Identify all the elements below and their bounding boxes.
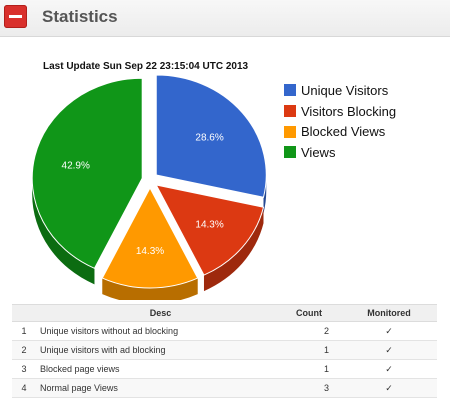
- row-index: 3: [12, 359, 36, 379]
- column-header-monitored: Monitored: [341, 304, 437, 322]
- checkmark-icon: ✓: [341, 340, 437, 360]
- column-header-count: Count: [285, 304, 341, 322]
- checkmark-icon: ✓: [341, 321, 437, 341]
- row-desc: Blocked page views: [36, 359, 285, 379]
- pie-slice-side: [32, 178, 95, 285]
- legend-swatch-unique-visitors: [284, 84, 296, 97]
- pie-slice-side: [203, 207, 264, 292]
- legend-item: Blocked Views: [284, 121, 396, 142]
- legend-item: Unique Visitors: [284, 80, 396, 101]
- checkmark-icon: ✓: [341, 359, 437, 379]
- pie-slice: [31, 77, 143, 269]
- table-row: 4 Normal page Views 3 ✓: [12, 378, 437, 398]
- legend-label: Unique Visitors: [301, 82, 389, 98]
- pie-slice-label: 14.3%: [195, 220, 223, 231]
- legend-item: Views: [284, 142, 396, 163]
- chart-legend: Unique Visitors Visitors Blocking Blocke…: [284, 80, 396, 163]
- table-row: 3 Blocked page views 1 ✓: [12, 359, 437, 379]
- legend-label: Views: [301, 144, 336, 160]
- pie-slice: [101, 186, 199, 289]
- minus-icon[interactable]: [4, 5, 27, 28]
- pie-chart: 28.6% 14.3% 14.3% 42.9%: [31, 74, 267, 300]
- legend-label: Visitors Blocking: [301, 103, 397, 119]
- row-count: 3: [285, 378, 341, 398]
- row-index: 1: [12, 321, 36, 341]
- table-row: 2 Unique visitors with ad blocking 1 ✓: [12, 340, 437, 360]
- pie-slice-label: 42.9%: [62, 160, 90, 171]
- row-index: 4: [12, 378, 36, 398]
- statistics-table: Desc Count Monitored 1 Unique visitors w…: [12, 304, 437, 398]
- row-desc: Unique visitors without ad blocking: [36, 321, 285, 341]
- panel-title: Statistics: [42, 7, 118, 26]
- checkmark-icon: ✓: [341, 378, 437, 398]
- legend-item: Visitors Blocking: [284, 101, 396, 122]
- table-row: 1 Unique visitors without ad blocking 2 …: [12, 321, 437, 341]
- row-count: 1: [285, 359, 341, 379]
- row-count: 1: [285, 340, 341, 360]
- legend-swatch-blocked-views: [284, 125, 296, 138]
- panel-header: Statistics: [0, 0, 450, 37]
- row-count: 2: [285, 321, 341, 341]
- pie-slice-label: 28.6%: [195, 132, 223, 143]
- pie-slice: [155, 74, 267, 198]
- pie-slice-side: [102, 278, 198, 300]
- pie-slice-label: 14.3%: [136, 246, 164, 257]
- last-update-text: Last Update Sun Sep 22 23:15:04 UTC 2013: [43, 61, 249, 72]
- pie-slice-side: [263, 175, 267, 214]
- pie-slice: [155, 184, 265, 276]
- column-header-desc: Desc: [36, 304, 285, 322]
- row-index: 2: [12, 340, 36, 360]
- table-header-row: Desc Count Monitored: [12, 304, 437, 322]
- row-desc: Normal page Views: [36, 378, 285, 398]
- column-header-index: [12, 304, 36, 322]
- legend-swatch-visitors-blocking: [284, 105, 296, 118]
- row-desc: Unique visitors with ad blocking: [36, 340, 285, 360]
- legend-label: Blocked Views: [301, 124, 386, 140]
- legend-swatch-views: [284, 146, 296, 159]
